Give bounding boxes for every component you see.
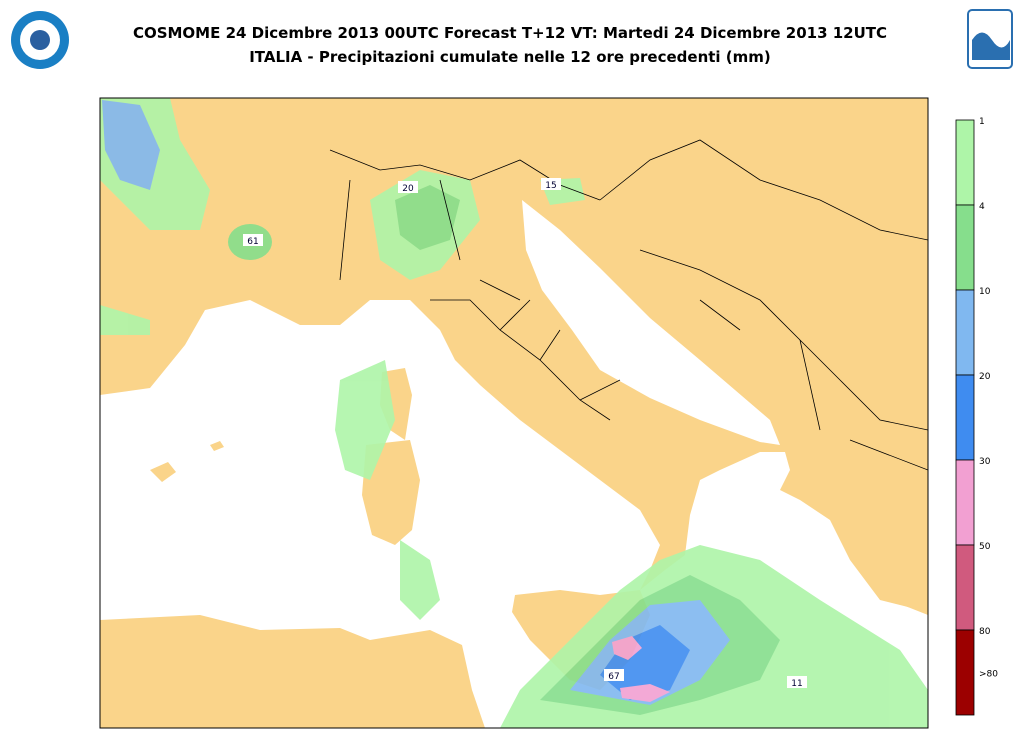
colorbar-band [955, 544, 975, 631]
map [99, 97, 929, 729]
map-label: 20 [402, 184, 414, 194]
colorbar-band [955, 204, 975, 291]
colorbar-label: 4 [979, 202, 985, 212]
map-label: 61 [247, 237, 258, 247]
colorbar-label: 20 [979, 372, 991, 382]
logo-right [967, 9, 1013, 69]
map-label: 67 [608, 672, 619, 682]
logo-left [11, 11, 69, 69]
colorbar-band [955, 289, 975, 376]
map-labels: 61 20 15 67 11 [243, 178, 807, 689]
map-label-box [787, 676, 807, 688]
map-label: 15 [545, 181, 556, 191]
colorbar-band [955, 629, 975, 716]
colorbar-band [955, 374, 975, 461]
map-label: 11 [791, 679, 802, 689]
title: COSMOME 24 Dicembre 2013 00UTC Forecast … [133, 24, 887, 42]
map-label-box [541, 178, 561, 190]
colorbar-label: >80 [979, 670, 998, 680]
colorbar-band [955, 459, 975, 546]
colorbar-label: 10 [979, 287, 991, 297]
colorbar-label: 80 [979, 627, 991, 637]
subtitle: ITALIA - Precipitazioni cumulate nelle 1… [249, 48, 771, 66]
colorbar-label: 30 [979, 457, 991, 467]
map-label-box [243, 234, 263, 246]
map-label-box [604, 669, 624, 681]
colorbar: 1 4 10 20 30 50 80 >80 [955, 117, 998, 716]
colorbar-band [955, 119, 975, 206]
map-label-box [398, 181, 418, 193]
colorbar-label: 50 [979, 542, 991, 552]
colorbar-label: 1 [979, 117, 985, 127]
